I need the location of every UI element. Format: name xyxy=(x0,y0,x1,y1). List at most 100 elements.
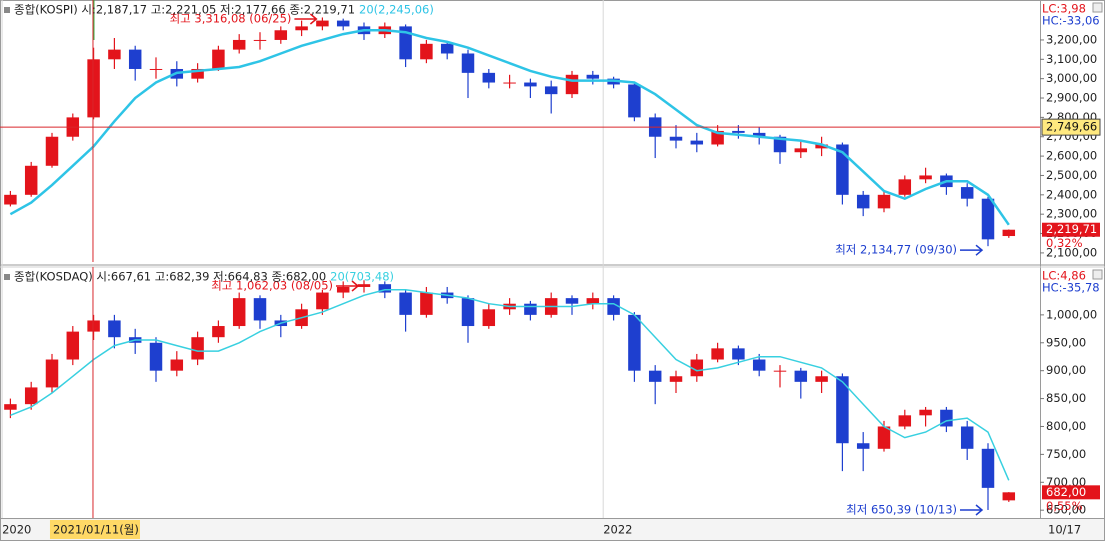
candle-body xyxy=(191,337,204,360)
x-tick-label: 2022 xyxy=(603,523,632,537)
candle-body xyxy=(565,298,579,304)
candle-body xyxy=(4,194,17,205)
candle-body xyxy=(628,84,641,118)
crosshair-price-label: 2,749,66 xyxy=(1046,120,1097,134)
candle-body xyxy=(440,43,454,54)
lc-label: LC:4,86 xyxy=(1042,269,1086,283)
candle-body xyxy=(898,179,912,195)
candle-body xyxy=(336,286,350,293)
candle-body xyxy=(212,326,225,338)
candle-body xyxy=(357,284,371,287)
candle-body xyxy=(794,370,808,382)
y-tick-label: 700,00 xyxy=(1046,475,1086,489)
y-tick-label: 650,00 xyxy=(1046,503,1086,517)
panel-button xyxy=(1092,2,1103,13)
lc-label: LC:3,98 xyxy=(1042,2,1086,16)
candle-body xyxy=(253,39,267,41)
candle-body xyxy=(149,342,163,371)
candle-body xyxy=(732,130,745,133)
candle-body xyxy=(960,426,974,449)
x-end-label: 10/17 xyxy=(1048,523,1081,537)
crosshair-date-box xyxy=(49,520,140,539)
candle-body xyxy=(586,74,600,79)
candle-body xyxy=(87,59,100,118)
high-arrow xyxy=(336,280,360,292)
hc-label: HC:-33,06 xyxy=(1042,14,1100,28)
candle-body xyxy=(856,194,870,209)
panel-header: 종합(KOSDAQ) 시:667,61 고:682,39 저:664,83 종:… xyxy=(14,270,326,284)
y-tick-label: 3,100,00 xyxy=(1046,52,1097,66)
crosshair-price-box xyxy=(1041,118,1101,136)
candle-body xyxy=(108,320,121,338)
change-label: 0,32% xyxy=(1046,236,1083,250)
y-tick-label: 2,100,00 xyxy=(1046,245,1097,259)
moving-average-line xyxy=(9,29,1010,226)
candle-body xyxy=(544,86,558,95)
header-icon xyxy=(4,7,10,13)
last-price-label: 682,00 xyxy=(1046,485,1086,499)
candle-body xyxy=(336,20,350,27)
candle-body xyxy=(773,136,787,153)
candle-body xyxy=(1002,492,1016,501)
y-tick-label: 800,00 xyxy=(1046,419,1086,433)
candle-body xyxy=(836,144,849,195)
candle-body xyxy=(669,376,683,382)
y-tick-label: 2,500,00 xyxy=(1046,168,1097,182)
candle-body xyxy=(752,359,766,371)
candle-body xyxy=(24,165,38,195)
candle-body xyxy=(773,370,787,372)
candle-body xyxy=(898,415,912,427)
y-tick-label: 950,00 xyxy=(1046,335,1086,349)
moving-average-line xyxy=(10,289,1010,481)
y-tick-label: 2,600,00 xyxy=(1046,149,1097,163)
candle-body xyxy=(170,359,184,371)
candle-body xyxy=(461,53,475,73)
candle-body xyxy=(752,132,766,137)
candle-body xyxy=(316,292,329,310)
low-annotation: 최저 650,39 (10/13) xyxy=(846,503,957,517)
y-tick-label: 3,000,00 xyxy=(1046,71,1097,85)
y-tick-label: 1,000,00 xyxy=(1046,307,1097,321)
candle-body xyxy=(253,298,267,321)
panel-header: 종합(KOSPI) 시:2,187,17 고:2,221,05 저:2,177,… xyxy=(14,3,355,17)
candle-body xyxy=(877,426,891,449)
ma-legend: 20(703,48) xyxy=(330,270,394,284)
candle-body xyxy=(856,443,870,449)
candle-body xyxy=(711,348,724,360)
candle-body xyxy=(815,144,828,149)
candle-body xyxy=(565,74,579,95)
high-arrow xyxy=(294,13,318,25)
candle-body xyxy=(981,448,995,488)
candle-body xyxy=(690,140,704,145)
ma-legend: 20(2,245,06) xyxy=(359,3,434,17)
candle-body xyxy=(690,359,704,377)
candle-body xyxy=(877,194,891,209)
candle-body xyxy=(524,303,537,315)
hc-label: HC:-35,78 xyxy=(1042,281,1100,295)
high-annotation: 최고 1,062,03 (08/05) xyxy=(211,279,333,293)
candle-body xyxy=(794,148,808,153)
candle-body xyxy=(1002,229,1016,237)
candle-body xyxy=(149,68,163,70)
candle-body xyxy=(482,309,496,327)
candle-body xyxy=(648,370,662,382)
candle-body xyxy=(836,376,849,444)
candle-body xyxy=(420,43,433,60)
candle-body xyxy=(66,331,80,360)
candle-body xyxy=(45,359,59,388)
panel-button xyxy=(1092,269,1103,280)
candle-body xyxy=(815,376,828,382)
candle-body xyxy=(128,49,142,69)
candle-body xyxy=(4,404,17,410)
y-tick-label: 900,00 xyxy=(1046,363,1086,377)
candle-body xyxy=(316,20,329,27)
candle-body xyxy=(919,175,932,180)
candle-body xyxy=(919,409,932,416)
candle-body xyxy=(960,187,974,199)
low-arrow xyxy=(960,504,984,516)
y-tick-label: 850,00 xyxy=(1046,391,1086,405)
candle-body xyxy=(212,49,225,69)
low-annotation: 최저 2,134,77 (09/30) xyxy=(835,243,957,257)
y-tick-label: 750,00 xyxy=(1046,447,1086,461)
candle-body xyxy=(378,284,392,293)
